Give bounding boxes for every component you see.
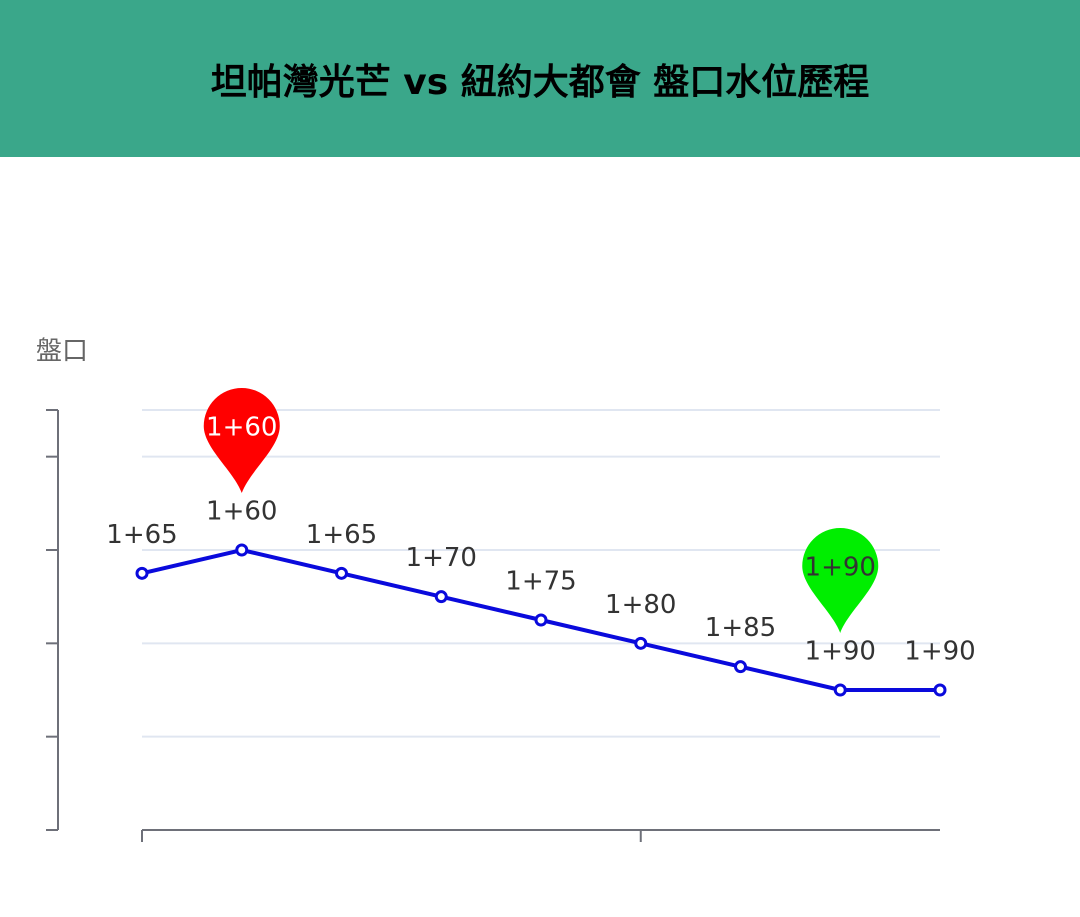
y-axis-label: 盤口 <box>36 337 88 367</box>
point <box>734 660 747 674</box>
point <box>434 590 448 604</box>
mark-label: 1+60 <box>206 413 277 443</box>
header: 坦帕灣光芒 vs 紐約大都會 盤口水位歷程 <box>0 0 1080 157</box>
point <box>634 636 648 650</box>
mark-pin <box>802 528 879 633</box>
data-label: 1+75 <box>505 567 576 597</box>
data-label: 1+85 <box>705 613 776 643</box>
point <box>135 566 149 580</box>
data-label: 1+70 <box>406 543 477 573</box>
point <box>335 566 348 580</box>
data-label: 1+90 <box>805 637 876 667</box>
data-label: 1+65 <box>106 520 177 550</box>
data-label: 1+90 <box>904 637 975 667</box>
mark-pin <box>203 388 280 493</box>
chart: 盤口 1+65 1+60 1+65 1+70 1+75 1+80 1+85 1+90 1+90 1… <box>36 337 976 842</box>
point <box>833 683 847 697</box>
point <box>933 683 947 697</box>
data-label: 1+80 <box>605 590 676 620</box>
mark-label: 1+90 <box>805 553 876 583</box>
point <box>235 543 249 557</box>
chart-title: 坦帕灣光芒 vs 紐約大都會 盤口水位歷程 <box>210 61 870 103</box>
data-label: 1+65 <box>306 520 377 550</box>
data-label: 1+60 <box>206 497 277 527</box>
point <box>534 613 548 627</box>
